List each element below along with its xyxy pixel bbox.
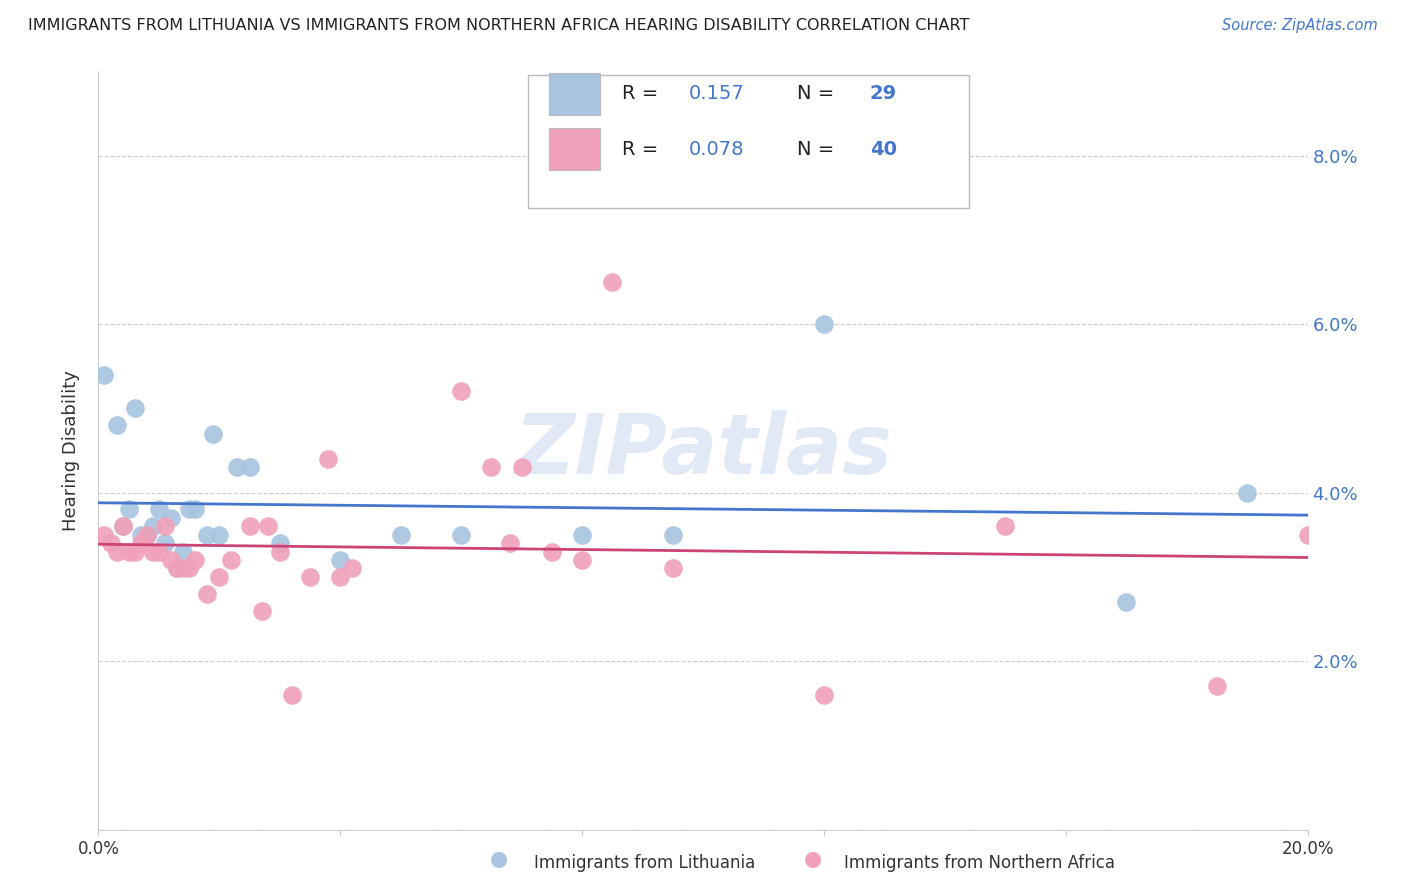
Point: [316, 451, 339, 466]
Point: [256, 519, 278, 533]
Point: [148, 544, 170, 558]
Point: [124, 544, 146, 558]
Text: R =: R =: [621, 139, 665, 159]
Point: [142, 519, 165, 533]
Point: [202, 426, 225, 441]
Point: [179, 561, 201, 575]
Point: [1236, 485, 1258, 500]
Point: [661, 561, 683, 575]
Point: [221, 553, 243, 567]
Point: [269, 544, 291, 558]
Point: [135, 527, 157, 541]
Point: [661, 527, 683, 541]
Point: [148, 502, 170, 516]
Point: [329, 570, 352, 584]
Text: 40: 40: [870, 139, 897, 159]
Point: [160, 511, 183, 525]
Point: [166, 561, 188, 575]
Text: 0.078: 0.078: [689, 139, 744, 159]
Point: [208, 570, 231, 584]
Point: [172, 544, 194, 558]
Point: [269, 536, 291, 550]
Point: [129, 536, 152, 550]
Y-axis label: Hearing Disability: Hearing Disability: [62, 370, 80, 531]
Point: [239, 460, 262, 475]
Point: [105, 544, 128, 558]
Point: [281, 688, 304, 702]
Point: [129, 527, 152, 541]
Point: [389, 527, 412, 541]
Text: Immigrants from Lithuania: Immigrants from Lithuania: [534, 855, 755, 872]
Point: [239, 519, 262, 533]
Point: [540, 544, 562, 558]
Point: [184, 502, 207, 516]
Point: [571, 553, 593, 567]
Text: N =: N =: [797, 139, 841, 159]
Text: 0.157: 0.157: [689, 84, 744, 103]
Point: [208, 527, 231, 541]
Text: N =: N =: [797, 84, 841, 103]
Point: [135, 527, 157, 541]
Point: [299, 570, 322, 584]
Point: [226, 460, 249, 475]
Point: [153, 519, 176, 533]
Point: [142, 544, 165, 558]
Point: [118, 502, 141, 516]
Bar: [550, 128, 600, 170]
Point: [111, 519, 134, 533]
Point: [100, 536, 122, 550]
Point: [571, 527, 593, 541]
Point: [124, 401, 146, 416]
Point: [179, 502, 201, 516]
Point: [195, 527, 218, 541]
Bar: [550, 73, 600, 114]
Point: [153, 536, 176, 550]
Point: [813, 317, 835, 331]
Point: [602, 275, 624, 289]
Point: [342, 561, 364, 575]
Text: ●: ●: [491, 849, 508, 869]
Point: [329, 553, 352, 567]
Point: [93, 527, 115, 541]
Point: [166, 561, 188, 575]
Point: [813, 688, 835, 702]
Point: [172, 561, 194, 575]
Point: [160, 553, 183, 567]
Text: Immigrants from Northern Africa: Immigrants from Northern Africa: [844, 855, 1115, 872]
Text: ZIPatlas: ZIPatlas: [515, 410, 891, 491]
Point: [118, 544, 141, 558]
Point: [1115, 595, 1137, 609]
Point: [450, 527, 472, 541]
Point: [195, 587, 218, 601]
Text: R =: R =: [621, 84, 665, 103]
Point: [184, 553, 207, 567]
Point: [994, 519, 1017, 533]
Point: [111, 519, 134, 533]
Text: IMMIGRANTS FROM LITHUANIA VS IMMIGRANTS FROM NORTHERN AFRICA HEARING DISABILITY : IMMIGRANTS FROM LITHUANIA VS IMMIGRANTS …: [28, 18, 970, 33]
Text: 29: 29: [870, 84, 897, 103]
Point: [105, 418, 128, 433]
Point: [1206, 679, 1229, 693]
Point: [1296, 527, 1319, 541]
Point: [481, 460, 503, 475]
Point: [510, 460, 533, 475]
Text: ●: ●: [804, 849, 821, 869]
Point: [250, 603, 273, 617]
Point: [450, 384, 472, 399]
Point: [93, 368, 115, 382]
Text: Source: ZipAtlas.com: Source: ZipAtlas.com: [1222, 18, 1378, 33]
FancyBboxPatch shape: [527, 75, 969, 208]
Point: [498, 536, 520, 550]
